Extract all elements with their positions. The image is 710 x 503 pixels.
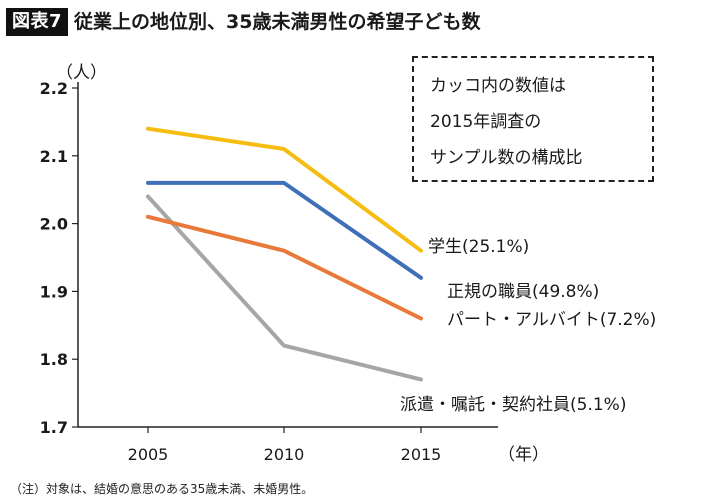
chart-header: 図表7 従業上の地位別、35歳未満男性の希望子ども数: [6, 8, 480, 36]
y-axis-label: （人）: [56, 63, 107, 83]
footnote: （注）対象は、結婚の意思のある35歳未満、未婚男性。: [10, 482, 314, 496]
x-axis-label: （年）: [498, 445, 549, 465]
series-label-2: 正規の職員(49.8%): [447, 282, 599, 302]
x-tick-label: 2005: [128, 445, 169, 464]
note-box: カッコ内の数値は 2015年調査の サンプル数の構成比: [412, 56, 654, 182]
series-line-1: [146, 126, 423, 253]
series-label-1: 学生(25.1%): [428, 237, 529, 257]
note-line-1: カッコ内の数値は: [430, 76, 566, 96]
y-tick-label: 2.2: [40, 79, 68, 98]
series-line-3: [146, 214, 423, 321]
y-tick-label: 1.7: [40, 418, 68, 437]
y-tick-label: 2.1: [40, 147, 68, 166]
figure-badge: 図表7: [6, 8, 69, 36]
series-label-4: 派遣・嘱託・契約社員(5.1%): [400, 395, 626, 415]
note-line-2: 2015年調査の: [430, 112, 542, 132]
series-label-3: パート・アルバイト(7.2%): [447, 310, 656, 330]
x-tick-label: 2010: [264, 445, 305, 464]
y-tick-label: 1.8: [40, 350, 68, 369]
y-tick-label: 2.0: [40, 215, 68, 234]
chart-title: 従業上の地位別、35歳未満男性の希望子ども数: [74, 11, 481, 33]
y-tick-label: 1.9: [40, 282, 68, 301]
note-line-3: サンプル数の構成比: [430, 148, 583, 168]
series-line-4: [146, 194, 423, 382]
x-tick-label: 2015: [401, 445, 442, 464]
series-line-2: [146, 180, 423, 280]
